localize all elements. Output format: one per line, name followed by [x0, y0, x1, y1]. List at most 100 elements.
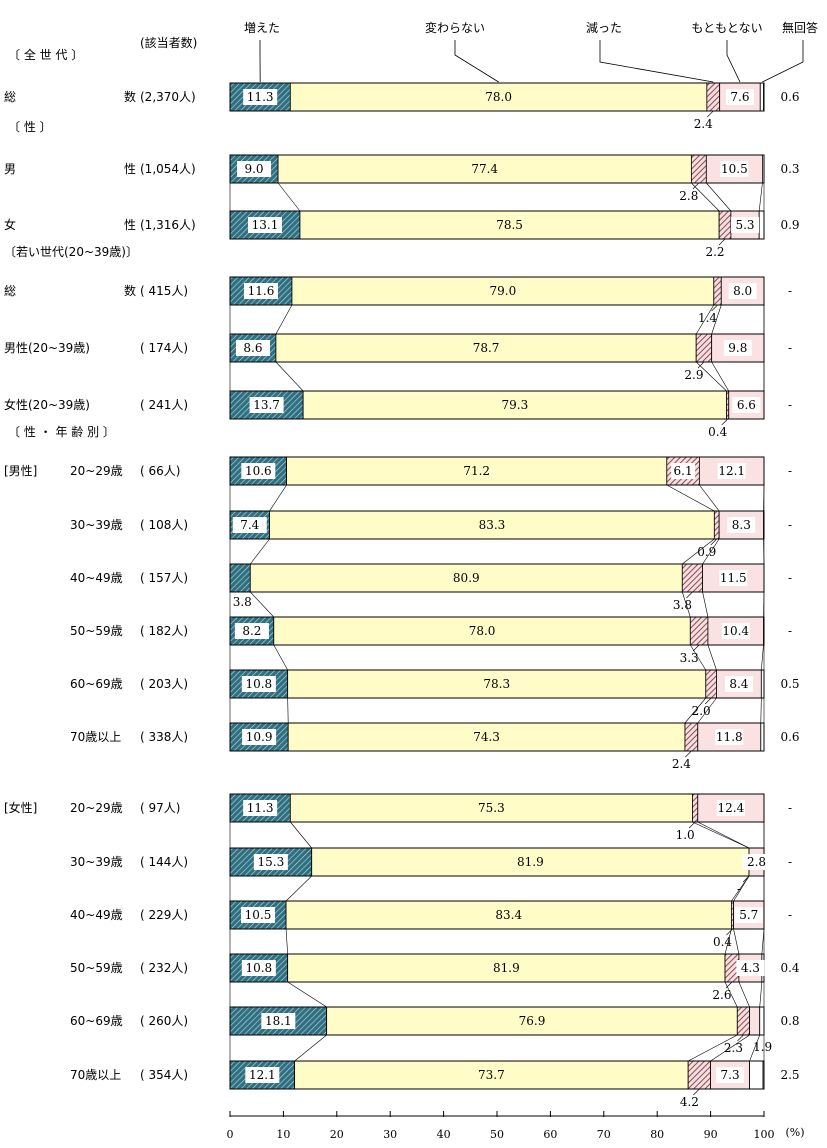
- value-label-3: 4.2: [680, 1095, 699, 1109]
- leader-line: [685, 750, 692, 758]
- connector-line: [287, 981, 327, 1008]
- value-label-3: 2.8: [679, 189, 698, 203]
- bar-segment-5: [759, 82, 764, 112]
- count-header: (該当者数): [140, 35, 197, 50]
- connector-line: [277, 182, 301, 212]
- connector-line: [761, 928, 765, 955]
- value-label-4: 8.0: [733, 284, 752, 298]
- value-label-2: 79.0: [490, 284, 517, 298]
- value-label-5: -: [788, 518, 792, 532]
- value-label-3: 2.0: [692, 704, 711, 718]
- row-count: ( 415人): [140, 284, 188, 298]
- x-tick-label: 40: [437, 1128, 451, 1141]
- x-tick-label: 70: [597, 1128, 611, 1141]
- value-label-1: 12.1: [249, 1068, 276, 1082]
- x-tick-label: 30: [383, 1128, 397, 1141]
- connector-line: [760, 697, 762, 724]
- label-bg: [245, 1067, 280, 1083]
- bar-segment-2: [287, 953, 726, 983]
- value-label-1: 11.3: [247, 90, 274, 104]
- x-tick-label: 100: [754, 1128, 775, 1141]
- value-label-3: 0.9: [697, 545, 716, 559]
- label-bg: [742, 854, 771, 870]
- connector-line: [711, 361, 730, 392]
- row-label-end: 数: [124, 283, 136, 298]
- bar-segment-1: [229, 563, 251, 593]
- value-label-2: 78.3: [483, 677, 510, 691]
- row-label: 30~39歳: [70, 518, 123, 532]
- label-bg: [715, 729, 744, 745]
- bar-segment-2: [289, 82, 708, 112]
- label-bg: [723, 340, 752, 356]
- x-tick-label: 60: [543, 1128, 557, 1141]
- x-tick-label: 50: [490, 1128, 504, 1141]
- value-label-2: 83.4: [495, 908, 522, 922]
- label-bg: [261, 1013, 296, 1029]
- connector-line: [695, 361, 727, 392]
- row-count: ( 97人): [140, 801, 180, 815]
- value-label-1: 13.1: [252, 218, 279, 232]
- row-count: (2,370人): [140, 90, 196, 104]
- label-bg: [241, 676, 276, 692]
- bar-segment-2: [294, 1060, 689, 1090]
- connector-line: [697, 697, 717, 724]
- bar-segment-3: [690, 154, 707, 184]
- connector-line: [761, 644, 764, 671]
- label-bg: [721, 623, 750, 639]
- leader-line: [692, 182, 700, 190]
- row-label: 女性(20~39歳): [4, 397, 90, 412]
- value-label-1: 11.6: [248, 284, 275, 298]
- leader-line: [726, 928, 733, 936]
- connector-line: [731, 875, 750, 902]
- legend-3: 減った: [586, 20, 622, 35]
- connector-line: [688, 1034, 738, 1062]
- value-label-3: 0.4: [713, 935, 732, 949]
- leader-line: [711, 304, 718, 312]
- connector-line: [287, 697, 289, 724]
- row-count: ( 260人): [140, 1014, 188, 1028]
- value-label-3: 6.1: [674, 464, 693, 478]
- value-label-1: 18.1: [265, 1014, 292, 1028]
- bar-segment-3: [695, 333, 713, 363]
- value-label-3: 2.3: [724, 1041, 743, 1055]
- bar-frame: [229, 563, 765, 593]
- row-count: ( 203人): [140, 677, 188, 691]
- value-label-4: 8.4: [729, 677, 748, 691]
- value-label-5: -: [788, 801, 792, 815]
- value-label-5: 0.4: [780, 961, 799, 975]
- bar-frame: [229, 210, 765, 240]
- bar-frame: [229, 276, 765, 306]
- connector-line: [666, 484, 715, 512]
- label-bg: [243, 89, 278, 105]
- bar-segment-3: [713, 276, 722, 306]
- value-label-2: 81.9: [493, 961, 520, 975]
- x-tick-label: 80: [650, 1128, 664, 1141]
- bar-frame: [229, 390, 765, 420]
- legend-pointer-line: [454, 40, 499, 83]
- connector-line: [690, 644, 707, 671]
- value-label-4: 12.1: [718, 464, 745, 478]
- row-label: 40~49歳: [70, 908, 123, 922]
- bar-segment-5: [758, 210, 765, 240]
- value-label-2: 79.3: [502, 398, 529, 412]
- value-label-4: 7.6: [730, 90, 749, 104]
- legend-2: 変わらない: [425, 20, 485, 35]
- leader-line: [718, 238, 726, 246]
- leader-line: [697, 361, 705, 369]
- bar-frame: [229, 456, 765, 486]
- row-label-end: 性: [124, 162, 136, 176]
- section-prefix: [女性]: [4, 800, 37, 815]
- bar-segment-2: [291, 276, 715, 306]
- connector-line: [269, 484, 287, 512]
- bar-frame: [229, 669, 765, 699]
- group-header: 〔 性 〕: [8, 120, 52, 134]
- x-tick-label: 10: [276, 1128, 290, 1141]
- connector-line: [294, 1034, 327, 1062]
- value-label-4: 10.5: [721, 162, 748, 176]
- label-bg: [727, 517, 756, 533]
- value-label-2: 76.9: [519, 1014, 546, 1028]
- value-label-1: 8.6: [243, 341, 262, 355]
- label-bg: [736, 960, 765, 976]
- value-label-5: 0.9: [780, 218, 799, 232]
